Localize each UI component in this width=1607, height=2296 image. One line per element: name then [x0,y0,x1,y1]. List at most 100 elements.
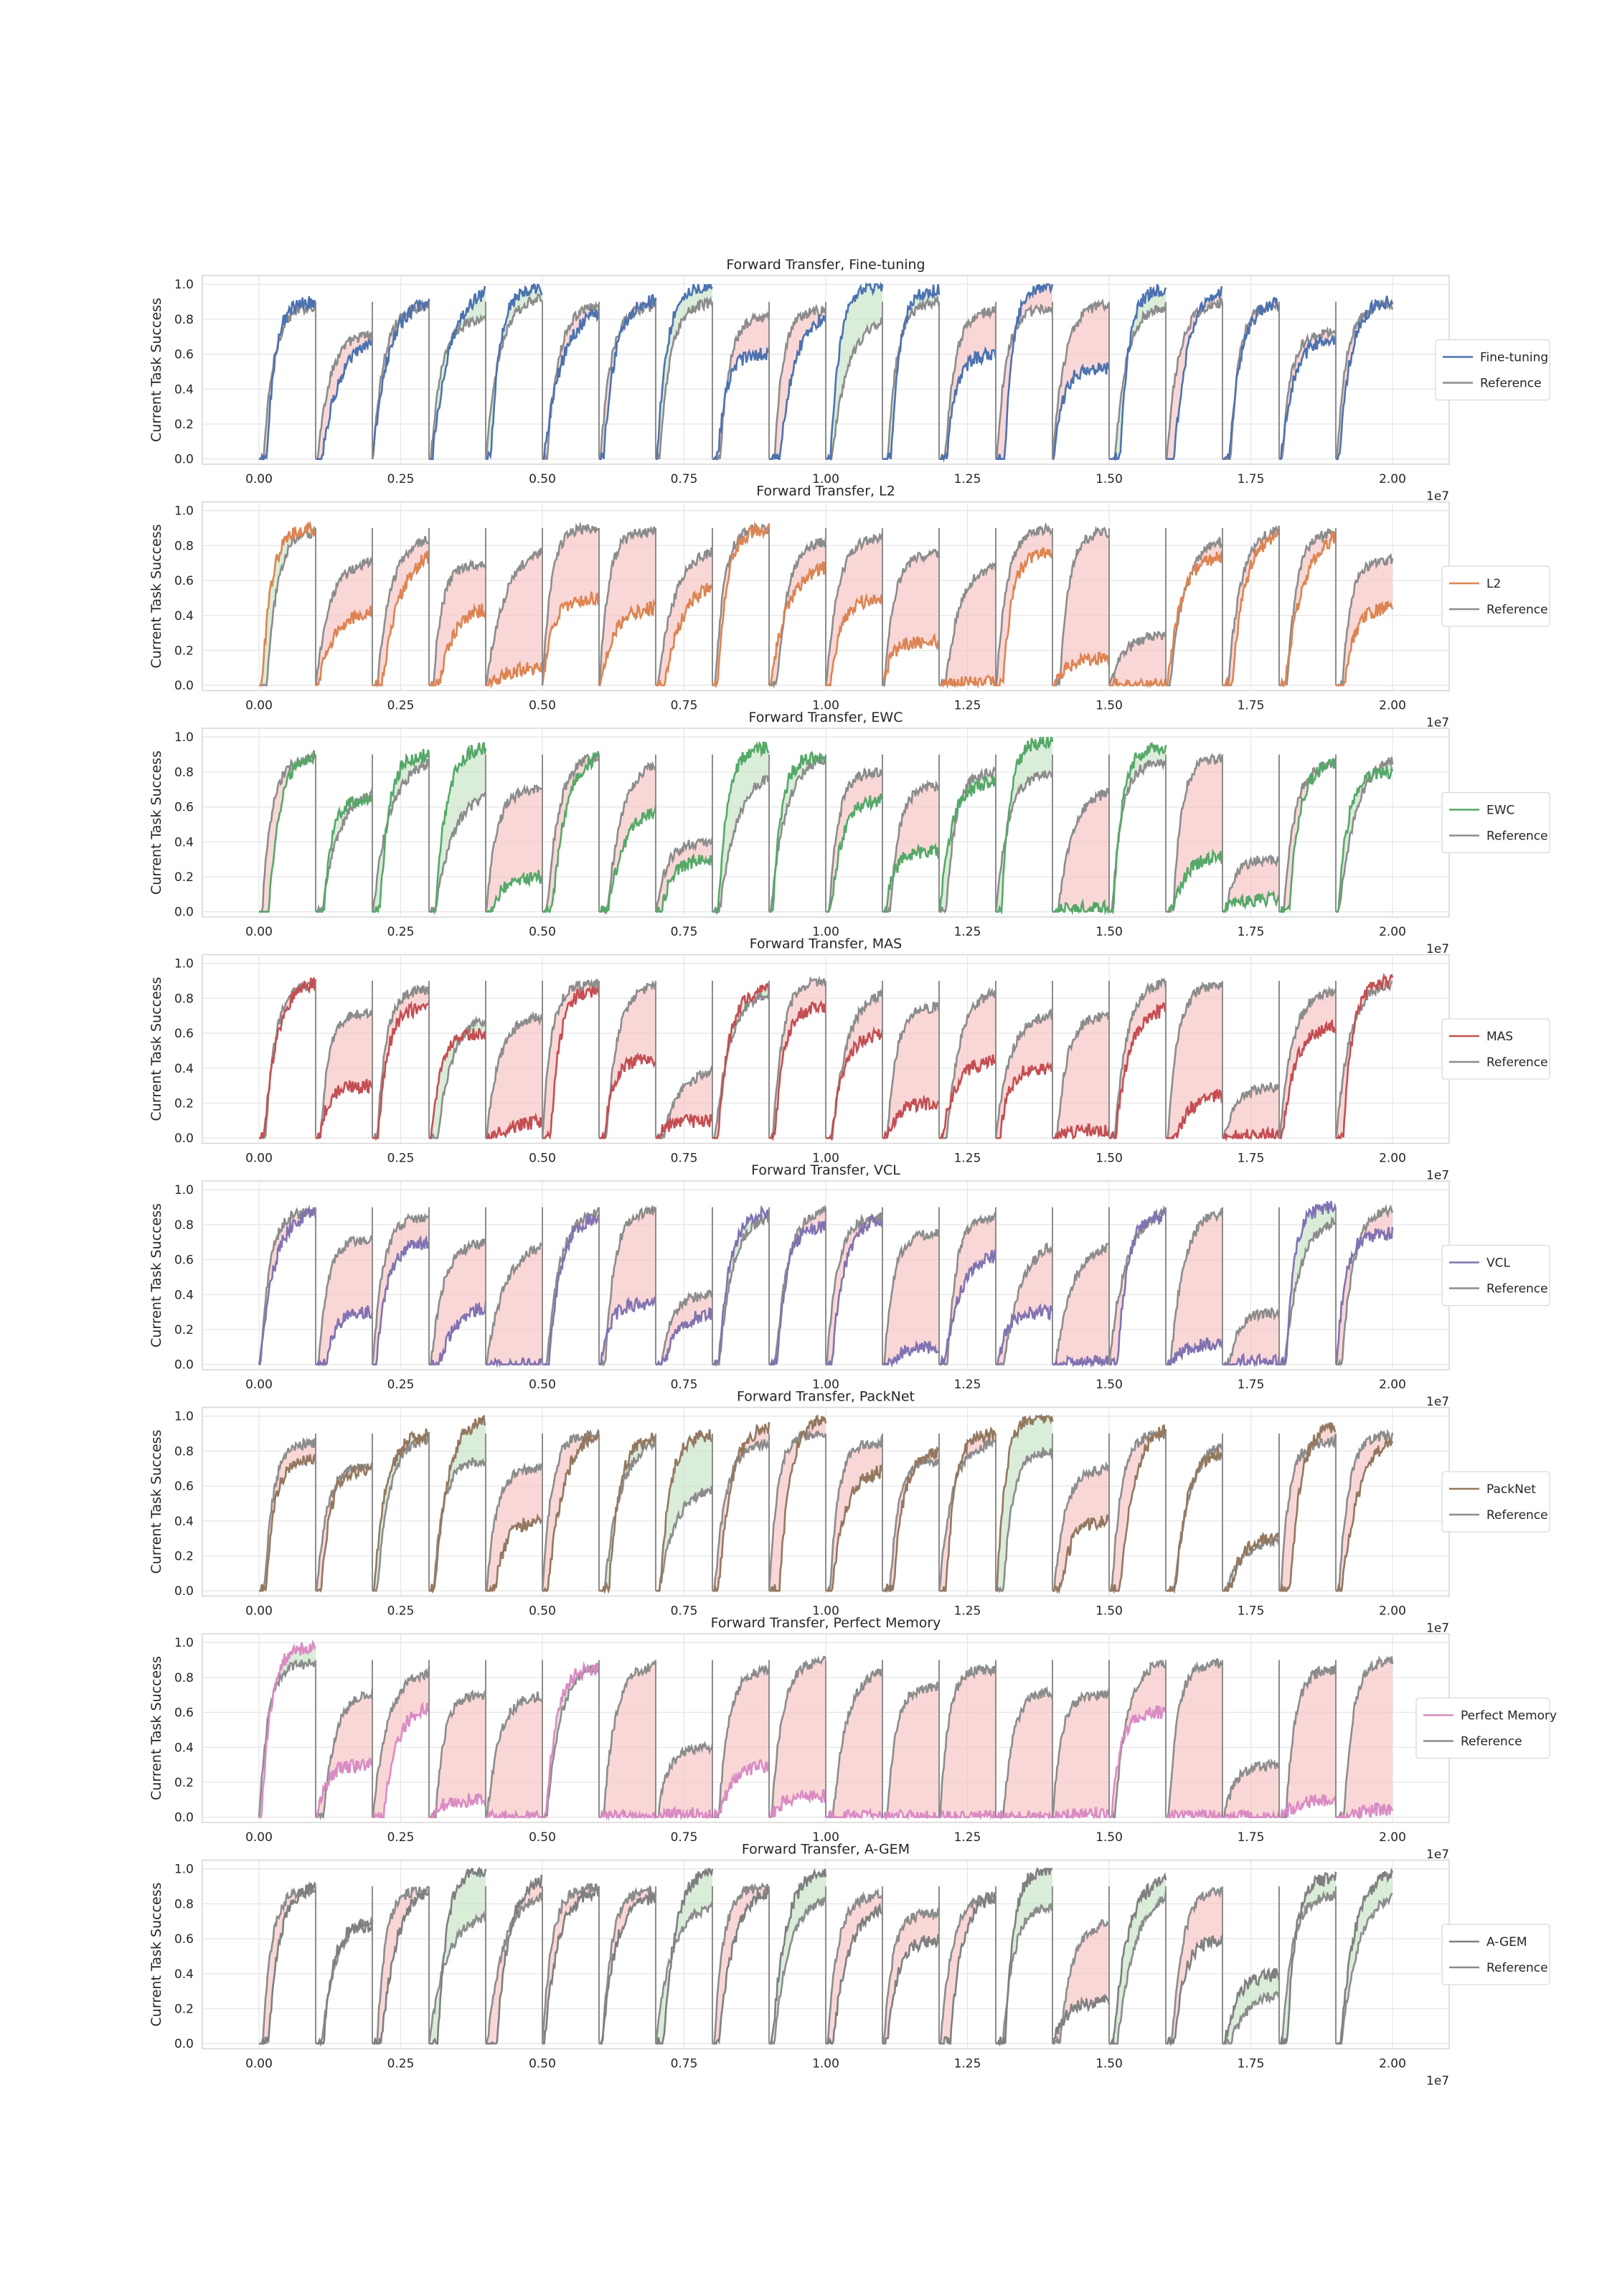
transfer-area [882,783,939,912]
method-line [542,986,600,1140]
method-line [656,1868,714,2045]
chart-title: Forward Transfer, Perfect Memory [711,1615,941,1631]
reference-line [1109,302,1167,460]
reference-line [1166,981,1223,1139]
x-tick-label: 1.25 [954,1604,981,1619]
reference-line [1279,326,1337,460]
method-line [1279,758,1337,913]
reference-line [994,522,1053,686]
legend-label: PackNet [1486,1482,1536,1497]
transfer-area [1052,1920,1109,2044]
x-tick-label: 2.00 [1379,1604,1406,1619]
reference-line [882,1907,941,2045]
reference-line [882,548,941,687]
method-line [1336,765,1394,913]
x-tick-label: 0.50 [529,1378,556,1392]
x-tick-label: 1.25 [954,1152,981,1166]
transfer-area [882,1002,939,1139]
reference-line [996,1242,1054,1367]
method-line [1109,1705,1167,1818]
reference-line [656,296,714,460]
transfer-area [486,1691,542,1817]
y-tick-label: 0.2 [174,1549,194,1563]
reference-line [429,1457,486,1592]
transfer-area [542,751,599,912]
y-tick-label: 0.8 [174,1671,194,1685]
method-line [1166,1934,1223,2045]
transfer-area [259,751,316,912]
reference-line [1279,1890,1337,2045]
x-offset-label: 1e7 [1426,1622,1449,1636]
method-line [1336,1802,1394,1820]
method-line [712,982,770,1139]
method-line [939,674,997,690]
method-line [259,1454,317,1592]
method-line [656,283,713,460]
transfer-area [996,284,1052,459]
reference-line [429,1238,486,1365]
transfer-area [599,1206,656,1365]
method-line [769,1868,827,2045]
method-line [486,1807,542,1820]
reference-line [1336,1655,1394,1819]
method-line [372,1700,430,1819]
y-tick-label: 0.8 [174,539,194,553]
method-line [826,1213,884,1365]
chart-panel: 0.0 0.2 0.4 0.6 0.8 1.0 0.00 0.25 0.50 0.75 1.00 1.… [149,1842,1550,2089]
transfer-area [1222,525,1279,686]
y-tick-label: 1.0 [174,1410,194,1424]
reference-line [1278,985,1337,1139]
x-tick-label: 0.25 [387,2057,415,2071]
transfer-area [656,1429,712,1591]
method-line [486,1357,543,1368]
method-line [1279,1200,1337,1365]
method-line [769,999,826,1142]
x-tick-label: 0.75 [671,925,698,939]
method-line [939,346,997,463]
reference-line [769,1896,827,2045]
transfer-area [712,1883,769,2044]
x-tick-label: 1.75 [1238,472,1265,486]
method-line [1279,530,1337,688]
reference-line [826,766,884,913]
y-tick-label: 0.8 [174,992,194,1006]
method-line [371,298,430,459]
transfer-area [429,742,486,912]
method-line [996,1867,1052,2047]
y-tick-label: 0.2 [174,870,194,885]
chart-title: Forward Transfer, PackNet [737,1389,915,1405]
x-tick-label: 0.00 [245,2057,273,2071]
transfer-area [429,287,486,459]
x-tick-label: 0.75 [671,1378,698,1392]
reference-line [1336,756,1394,913]
method-line [996,283,1054,460]
x-tick-label: 0.75 [671,1830,698,1845]
method-line [1052,898,1111,916]
method-line [599,293,657,460]
method-line [429,1301,487,1365]
x-tick-label: 0.50 [529,925,556,939]
transfer-area [712,741,769,912]
method-line [316,606,373,687]
method-line [826,1807,884,1821]
reference-line [372,1886,430,2045]
method-line [599,1890,657,2045]
chart-title: Forward Transfer, MAS [750,936,902,952]
method-line [712,1759,770,1818]
y-tick-label: 1.0 [174,1183,194,1198]
reference-line [1336,299,1394,460]
transfer-area [1166,1208,1222,1365]
reference-line [316,1916,373,2047]
x-tick-label: 0.75 [671,1152,698,1166]
x-offset-label: 1e7 [1426,489,1449,504]
transfer-area [996,524,1052,686]
method-line [542,306,600,460]
x-tick-label: 0.50 [529,1604,556,1619]
method-line [939,1891,997,2045]
method-line [372,1428,430,1592]
method-line [881,632,941,686]
method-line [486,1874,543,2045]
reference-line [316,1008,374,1139]
y-tick-label: 0.8 [174,1897,194,1911]
legend-box [1441,1244,1550,1307]
